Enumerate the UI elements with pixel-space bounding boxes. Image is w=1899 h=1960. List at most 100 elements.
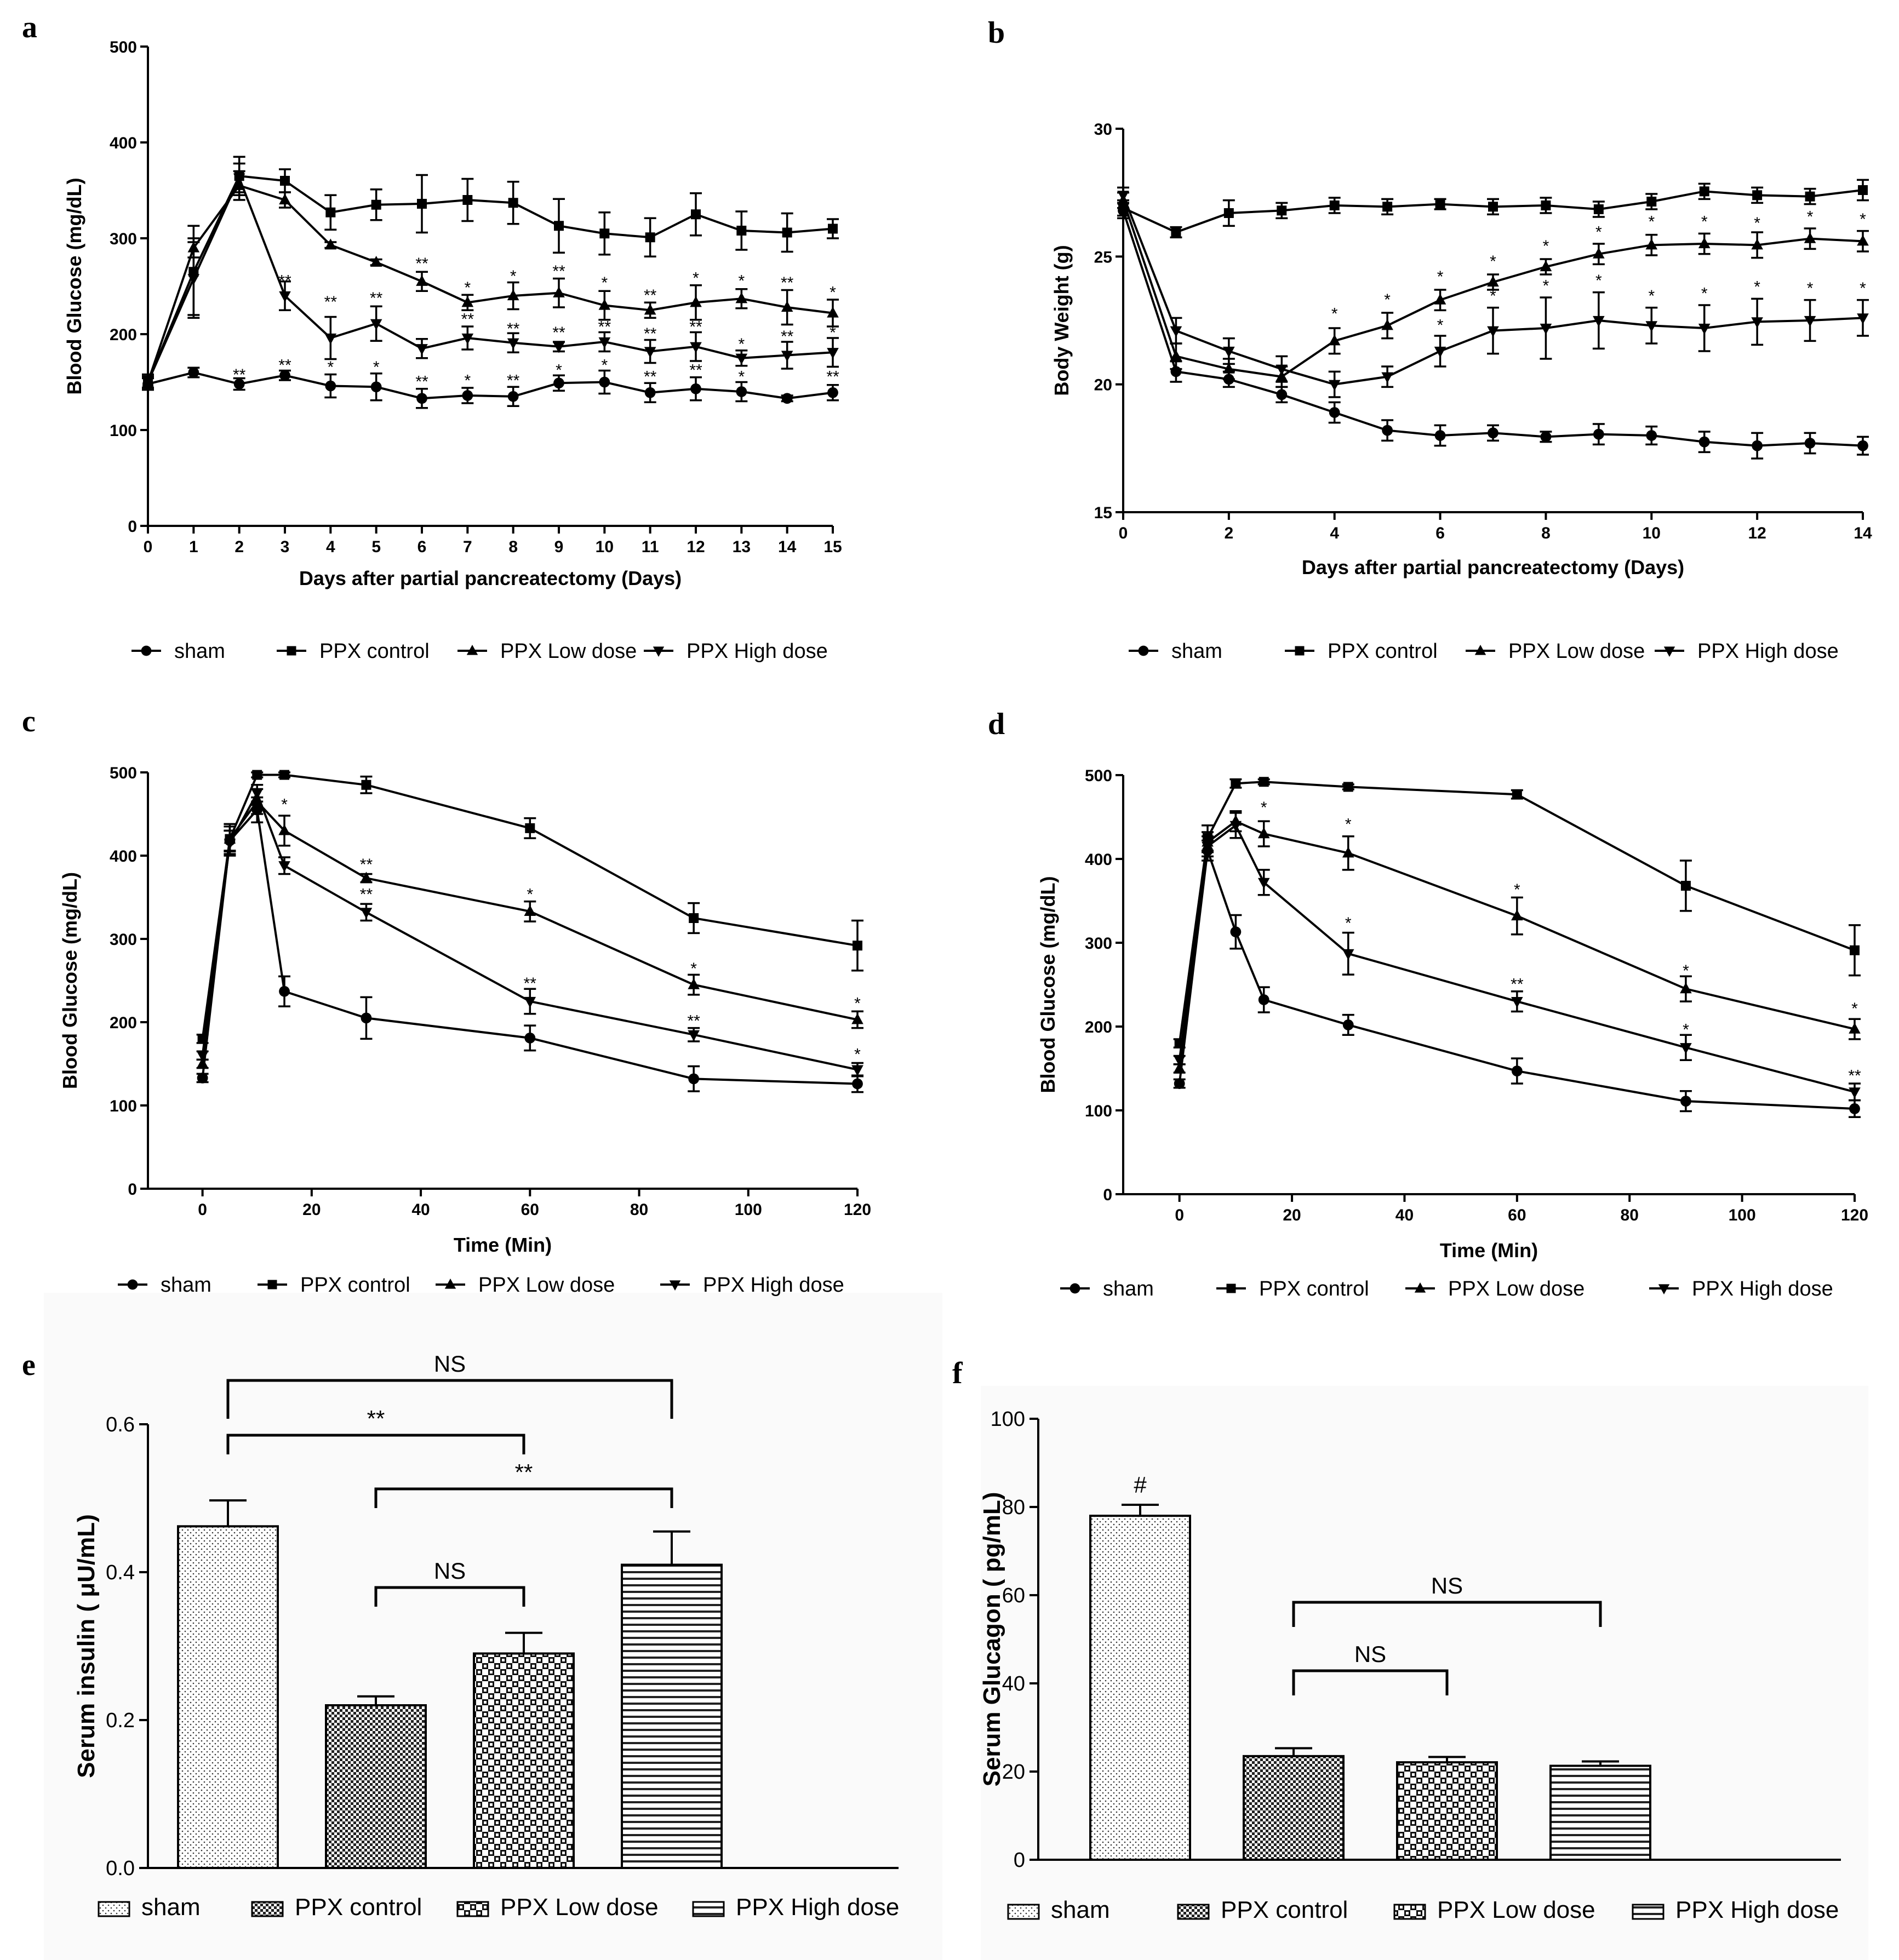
legend-marker (1658, 1284, 1670, 1295)
legend-label: PPX control (1221, 1896, 1348, 1923)
legend-marker (1295, 646, 1305, 656)
bar (473, 1652, 575, 1869)
data-point (644, 347, 656, 358)
data-point (828, 223, 838, 234)
x-tick-label: 2 (1225, 524, 1234, 542)
significance-mark: * (693, 269, 699, 287)
legend-label: PPX High dose (736, 1894, 899, 1921)
significance-mark: ** (781, 274, 794, 292)
data-point (524, 1032, 536, 1044)
legend-item: PPX control (277, 640, 430, 663)
data-point (1699, 186, 1709, 197)
series-line (1178, 850, 1855, 1110)
data-point (1223, 362, 1235, 374)
data-point (507, 289, 519, 301)
data-point (1512, 789, 1522, 800)
panel-label: d (988, 707, 1005, 741)
data-point (233, 379, 245, 389)
legend-label: PPX control (300, 1274, 410, 1297)
panel-e: e 0.0 0.2 0.4 0.6 Serum insulin ( μU/mL) ** ** N… (22, 1348, 899, 1921)
y-tick-label: 300 (1085, 935, 1112, 953)
data-point (524, 905, 536, 916)
significance-mark: ** (689, 318, 702, 336)
significance-mark: * (1595, 272, 1602, 290)
x-tick-label: 40 (1395, 1206, 1414, 1224)
data-point (736, 386, 747, 397)
legend-marker (127, 1279, 138, 1290)
legend-label: PPX control (295, 1894, 422, 1921)
legend-label: PPX Low dose (500, 1894, 659, 1921)
data-point (735, 292, 748, 303)
data-point (1540, 431, 1552, 443)
data-point (461, 333, 474, 345)
data-point (142, 377, 154, 389)
legend-item: PPX control (1285, 640, 1438, 663)
data-point (279, 291, 291, 302)
data-point (853, 941, 862, 951)
y-axis-label: Serum insulin ( μU/mL) (73, 1514, 100, 1778)
significance-mark: * (510, 267, 517, 285)
series-ppx-high-dose (196, 784, 863, 1078)
y-tick-label: 500 (1085, 767, 1112, 785)
data-point (851, 1065, 863, 1076)
data-point (1382, 202, 1393, 212)
y-tick-label: 200 (1085, 1018, 1112, 1036)
significance-mark: * (281, 795, 288, 813)
data-point (690, 342, 702, 353)
y-tick-label: 300 (110, 931, 137, 949)
data-point (553, 342, 565, 353)
data-point (371, 199, 381, 210)
significance-mark: ** (278, 272, 291, 290)
legend-swatch (692, 1901, 725, 1917)
legend-label: sham (141, 1894, 201, 1921)
data-point (1751, 238, 1763, 250)
significance-mark: ** (324, 293, 338, 311)
significance-mark: ** (278, 357, 291, 375)
significance-mark: * (327, 358, 334, 376)
comparison-label: NS (1354, 1641, 1386, 1667)
data-point (279, 985, 290, 997)
legend-item: PPX Low dose (457, 640, 637, 663)
y-axis-label: Body Weight (g) (1050, 245, 1073, 396)
significance-mark: * (1683, 962, 1689, 980)
data-point (781, 351, 793, 362)
x-tick-label: 4 (326, 538, 335, 556)
data-point (1202, 841, 1214, 853)
bar (325, 1704, 427, 1869)
legend-label: PPX control (1328, 640, 1438, 663)
significance-mark: * (830, 324, 836, 342)
significance-mark: ** (1511, 976, 1524, 994)
x-tick-label: 60 (1508, 1206, 1526, 1224)
data-point (689, 913, 699, 923)
y-tick-label: 40 (1002, 1672, 1025, 1695)
x-tick-label: 120 (844, 1201, 871, 1219)
data-point (224, 839, 236, 850)
data-point (1680, 880, 1691, 891)
data-point (782, 227, 792, 238)
significance-mark: ** (233, 366, 246, 384)
legend-swatch (1007, 1904, 1040, 1920)
significance-mark: * (830, 284, 836, 302)
data-point (1382, 425, 1393, 436)
significance-mark: ** (415, 372, 428, 391)
data-point (1680, 982, 1692, 994)
bar (1396, 1761, 1498, 1861)
data-point (370, 381, 382, 393)
legend-item: PPX High dose (660, 1274, 844, 1297)
x-tick-label: 120 (1841, 1206, 1868, 1224)
data-point (1849, 1087, 1861, 1099)
y-tick-label: 0.0 (106, 1857, 135, 1880)
data-point (599, 376, 610, 388)
y-tick-label: 20 (1002, 1761, 1025, 1784)
legend-item: PPX Low dose (1393, 1896, 1595, 1923)
significance-mark: * (464, 279, 471, 297)
legend-label: sham (161, 1274, 211, 1297)
data-point (416, 344, 428, 355)
y-tick-label: 0 (1103, 1186, 1112, 1204)
comparison-bracket: NS (374, 1558, 525, 1607)
significance-mark: * (373, 358, 380, 376)
series-line (147, 175, 833, 383)
series-sham (196, 796, 863, 1093)
significance-mark: ** (1848, 1067, 1861, 1085)
data-point (1646, 197, 1657, 207)
